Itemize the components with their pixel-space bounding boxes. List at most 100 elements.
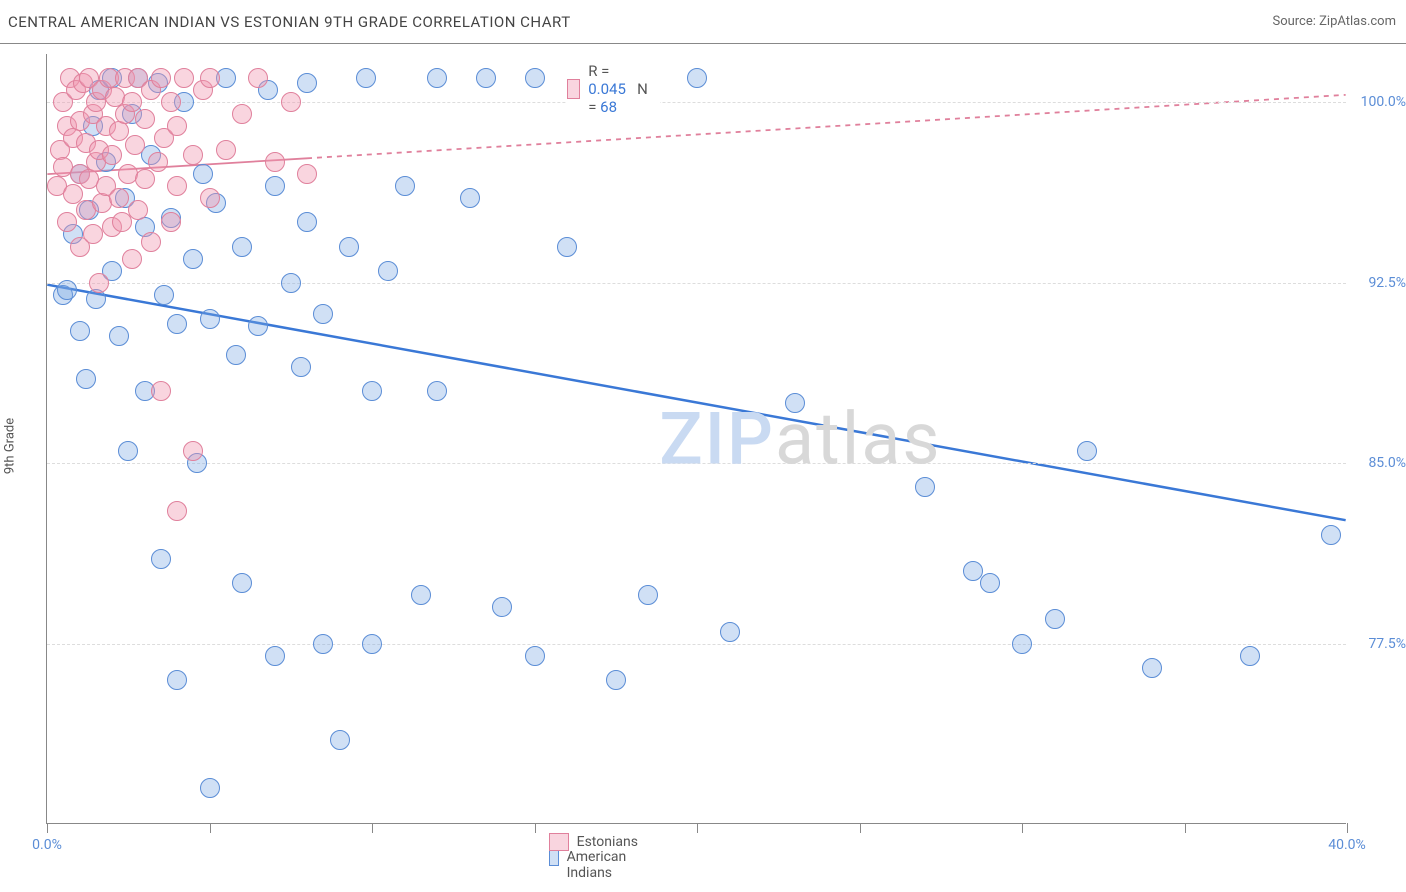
- data-point: [125, 135, 145, 155]
- gridline-h: [47, 644, 1346, 645]
- gridline-h: [47, 283, 1346, 284]
- data-point: [167, 116, 187, 136]
- series-legend-item[interactable]: Estonians: [549, 833, 638, 851]
- data-point: [460, 188, 480, 208]
- y-tick-label: 100.0%: [1350, 94, 1406, 110]
- data-point: [362, 634, 382, 654]
- data-point: [1077, 441, 1097, 461]
- data-point: [265, 646, 285, 666]
- data-point: [232, 573, 252, 593]
- stats-legend-text: R = 0.045 N = 68: [588, 62, 656, 116]
- data-point: [313, 634, 333, 654]
- x-tick: [1022, 823, 1023, 833]
- data-point: [297, 164, 317, 184]
- data-point: [183, 249, 203, 269]
- data-point: [1012, 634, 1032, 654]
- data-point: [200, 778, 220, 798]
- legend-swatch: [567, 79, 581, 99]
- data-point: [356, 68, 376, 88]
- y-tick-label: 92.5%: [1350, 275, 1406, 291]
- x-tick: [860, 823, 861, 833]
- data-point: [83, 224, 103, 244]
- data-point: [606, 670, 626, 690]
- data-point: [785, 393, 805, 413]
- trend-line: [47, 285, 1345, 521]
- gridline-h: [47, 463, 1346, 464]
- data-point: [297, 212, 317, 232]
- data-point: [109, 188, 129, 208]
- data-point: [395, 176, 415, 196]
- data-point: [687, 68, 707, 88]
- data-point: [151, 549, 171, 569]
- data-point: [378, 261, 398, 281]
- source-link[interactable]: ZipAtlas.com: [1319, 14, 1396, 29]
- data-point: [161, 212, 181, 232]
- data-point: [525, 68, 545, 88]
- data-point: [86, 289, 106, 309]
- data-point: [161, 92, 181, 112]
- data-point: [297, 73, 317, 93]
- plot-area: 77.5%85.0%92.5%100.0%0.0%40.0%ZIPatlasR …: [46, 54, 1346, 824]
- data-point: [141, 232, 161, 252]
- data-point: [128, 200, 148, 220]
- data-point: [362, 381, 382, 401]
- data-point: [167, 314, 187, 334]
- data-point: [200, 188, 220, 208]
- data-point: [216, 140, 236, 160]
- header-bar: CENTRAL AMERICAN INDIAN VS ESTONIAN 9TH …: [0, 0, 1406, 44]
- data-point: [980, 573, 1000, 593]
- data-point: [57, 212, 77, 232]
- data-point: [102, 145, 122, 165]
- x-tick: [1185, 823, 1186, 833]
- data-point: [122, 249, 142, 269]
- data-point: [154, 285, 174, 305]
- data-point: [118, 441, 138, 461]
- x-tick: [210, 823, 211, 833]
- trend-lines: [47, 54, 1346, 823]
- x-tick-label-left: 0.0%: [32, 837, 62, 853]
- data-point: [148, 152, 168, 172]
- data-point: [183, 145, 203, 165]
- data-point: [557, 237, 577, 257]
- data-point: [427, 68, 447, 88]
- data-point: [167, 501, 187, 521]
- x-tick-label-right: 40.0%: [1328, 837, 1366, 853]
- data-point: [167, 670, 187, 690]
- data-point: [135, 169, 155, 189]
- data-point: [89, 273, 109, 293]
- x-tick: [47, 823, 48, 833]
- data-point: [57, 280, 77, 300]
- x-tick: [1347, 823, 1348, 833]
- y-tick-label: 77.5%: [1350, 636, 1406, 652]
- y-axis-label: 9th Grade: [3, 418, 18, 474]
- data-point: [248, 68, 268, 88]
- data-point: [291, 357, 311, 377]
- data-point: [1321, 525, 1341, 545]
- data-point: [330, 730, 350, 750]
- data-point: [226, 345, 246, 365]
- x-tick: [535, 823, 536, 833]
- data-point: [183, 441, 203, 461]
- data-point: [248, 316, 268, 336]
- x-tick: [697, 823, 698, 833]
- data-point: [476, 68, 496, 88]
- x-tick: [372, 823, 373, 833]
- gridline-h: [47, 102, 1346, 103]
- data-point: [122, 92, 142, 112]
- data-point: [265, 152, 285, 172]
- chart-title: CENTRAL AMERICAN INDIAN VS ESTONIAN 9TH …: [8, 13, 571, 31]
- series-legend: Central American IndiansEstonians: [541, 831, 557, 835]
- data-point: [193, 164, 213, 184]
- data-point: [200, 68, 220, 88]
- stats-legend-row: R = 0.045 N = 68: [567, 62, 657, 116]
- data-point: [109, 326, 129, 346]
- source-attribution: Source: ZipAtlas.com: [1272, 14, 1396, 29]
- data-point: [281, 92, 301, 112]
- y-tick-label: 85.0%: [1350, 455, 1406, 471]
- data-point: [76, 369, 96, 389]
- data-point: [265, 176, 285, 196]
- data-point: [232, 104, 252, 124]
- data-point: [427, 381, 447, 401]
- legend-swatch: [549, 833, 569, 851]
- data-point: [1240, 646, 1260, 666]
